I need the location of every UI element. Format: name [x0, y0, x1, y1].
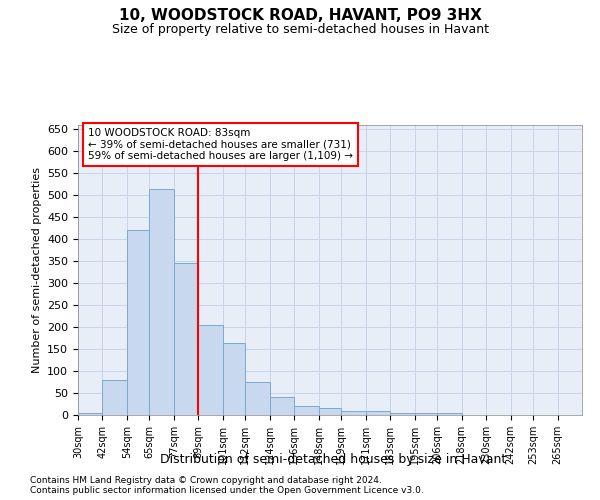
Bar — [390, 413, 415, 415]
Text: 10, WOODSTOCK ROAD, HAVANT, PO9 3HX: 10, WOODSTOCK ROAD, HAVANT, PO9 3HX — [119, 8, 481, 22]
Bar — [78, 413, 103, 415]
Bar — [319, 408, 341, 415]
Bar — [341, 410, 366, 415]
Bar — [103, 380, 127, 415]
Text: Size of property relative to semi-detached houses in Havant: Size of property relative to semi-detach… — [112, 22, 488, 36]
Bar — [127, 230, 149, 415]
Bar — [437, 413, 461, 415]
Bar — [366, 410, 390, 415]
Bar — [245, 382, 270, 415]
Bar — [294, 406, 319, 415]
Text: Contains HM Land Registry data © Crown copyright and database right 2024.: Contains HM Land Registry data © Crown c… — [30, 476, 382, 485]
Bar — [174, 264, 199, 415]
Bar — [270, 398, 294, 415]
Bar — [223, 342, 245, 415]
Bar — [149, 188, 174, 415]
Bar — [415, 413, 437, 415]
Text: Contains public sector information licensed under the Open Government Licence v3: Contains public sector information licen… — [30, 486, 424, 495]
Bar — [199, 325, 223, 415]
Text: Distribution of semi-detached houses by size in Havant: Distribution of semi-detached houses by … — [160, 452, 506, 466]
Y-axis label: Number of semi-detached properties: Number of semi-detached properties — [32, 167, 41, 373]
Text: 10 WOODSTOCK ROAD: 83sqm
← 39% of semi-detached houses are smaller (731)
59% of : 10 WOODSTOCK ROAD: 83sqm ← 39% of semi-d… — [88, 128, 353, 161]
